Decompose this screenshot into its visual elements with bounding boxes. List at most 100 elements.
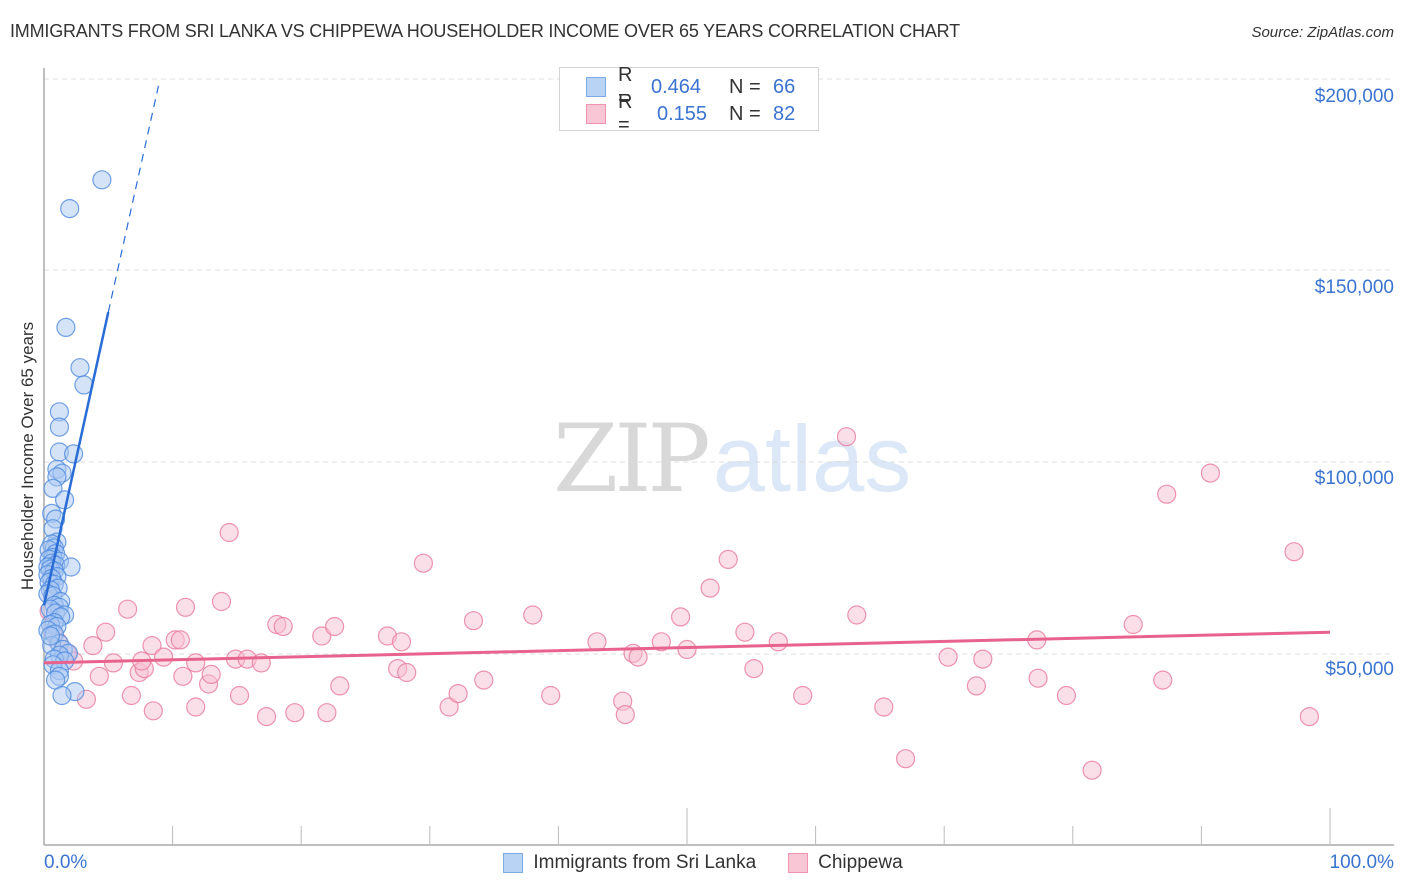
data-point [142,635,162,656]
data-point [60,199,80,219]
data-point [670,607,691,627]
data-point [56,317,76,337]
correlation-legend: R = 0.464 N = 66 R = 0.155 N = 82 [559,64,819,136]
data-point [330,676,350,696]
data-point [718,549,738,570]
data-point [474,670,494,690]
chart-title: IMMIGRANTS FROM SRI LANKA VS CHIPPEWA HO… [10,21,960,41]
data-point [70,358,90,378]
legend-item-sri-lanka[interactable]: Immigrants from Sri Lanka [503,852,756,874]
data-point [186,697,206,717]
data-point [170,630,190,650]
sri-lanka-trend-extrapolation [107,85,160,313]
chippewa-trend-line [43,630,1331,665]
data-point [768,632,788,652]
r-value: 0.155 [657,102,708,125]
data-point [229,685,250,706]
data-point [1299,706,1320,727]
data-point [175,597,196,617]
data-point [541,685,561,706]
data-point [273,616,293,637]
y-tick-200k: $200,000 [1314,86,1394,107]
data-point [154,647,174,667]
n-value: 66 [773,75,796,98]
data-point [1157,484,1177,504]
data-point [938,647,958,667]
data-point [1200,463,1221,483]
data-point [735,622,755,642]
chippewa-swatch-icon [788,853,809,873]
data-point [49,417,70,437]
data-point [1082,760,1102,780]
series-legend: Immigrants from Sri Lanka Chippewa [0,852,1406,874]
data-point [1123,614,1143,635]
n-label: N = [729,75,761,98]
data-point [325,616,345,637]
data-point [83,635,103,656]
data-point [413,553,433,573]
data-point [256,706,277,727]
data-point [448,683,468,704]
data-point [651,632,671,652]
chippewa-points [39,427,1320,780]
sri-lanka-points [38,170,112,706]
data-point [219,522,239,543]
x-tick-max: 100.0% [1329,852,1394,873]
legend-row-sri-lanka: R = 0.464 N = 66 [560,64,796,109]
r-value: 0.464 [651,75,702,98]
data-point [92,170,112,190]
data-point [700,578,720,598]
x-axis-ticks [172,808,1331,845]
data-point [677,639,697,660]
data-point [117,599,138,619]
data-point [211,591,232,612]
data-point [1153,670,1173,690]
data-point [173,666,193,686]
data-point [628,647,648,667]
legend-label: Chippewa [818,852,903,873]
data-point [186,653,206,673]
legend-item-chippewa[interactable]: Chippewa [788,852,903,874]
data-point [201,664,221,685]
data-point [463,611,484,631]
data-point [874,697,894,717]
data-point [973,649,993,669]
data-point [836,427,857,447]
data-point [966,676,987,696]
data-point [615,704,635,725]
data-point [847,605,867,625]
sri-lanka-swatch-icon [586,77,606,97]
data-point [43,478,63,498]
legend-label: Immigrants from Sri Lanka [533,852,757,873]
data-point [89,666,109,686]
data-point [40,626,61,646]
legend-row-chippewa: R = 0.155 N = 82 [560,91,795,136]
data-point [317,703,337,723]
y-axis-label: Householder Income Over 65 years [18,321,37,591]
data-point [52,685,72,706]
data-point [895,749,916,769]
r-label: R = [618,91,633,136]
data-point [63,444,84,464]
data-point [744,658,764,679]
source-credit: Source: ZipAtlas.com [1251,24,1394,41]
data-point [96,622,116,642]
r-label: R = [618,64,633,109]
data-point [439,697,459,717]
data-point [1284,542,1304,562]
y-tick-50k: $50,000 [1325,659,1394,680]
x-tick-min: 0.0% [44,852,88,873]
y-tick-100k: $100,000 [1314,468,1394,489]
data-point [793,685,813,706]
data-point [312,626,332,646]
data-point [391,632,412,652]
sri-lanka-swatch-icon [503,853,524,873]
data-point [285,703,305,723]
gridlines [44,78,1394,655]
data-point [397,662,417,683]
data-point [143,701,163,721]
data-point [103,653,124,673]
data-point [1028,668,1048,688]
data-point [121,685,141,706]
n-label: N = [729,102,761,125]
